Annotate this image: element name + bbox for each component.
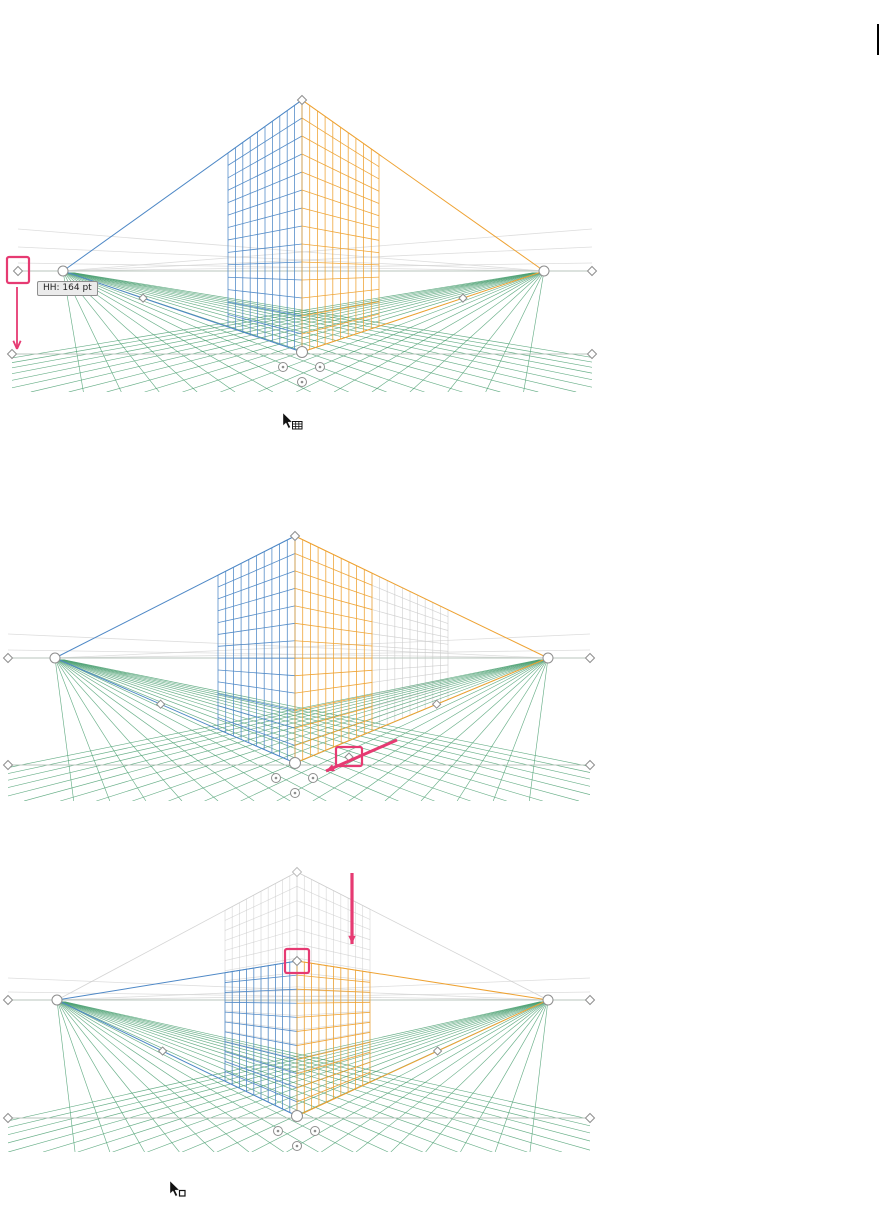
diamond-handle bbox=[138, 293, 148, 303]
round-handle bbox=[542, 994, 554, 1006]
diamond-handle bbox=[155, 699, 166, 709]
anchor-point-cursor-icon bbox=[169, 1180, 186, 1197]
round-handle bbox=[542, 652, 554, 664]
widget-dot bbox=[276, 1129, 280, 1133]
grid-widgets bbox=[2, 530, 596, 798]
ghost-grid-plane bbox=[56, 866, 549, 1117]
widget-dot bbox=[300, 380, 304, 384]
ground-plane-grid bbox=[12, 272, 592, 392]
widget-dot bbox=[318, 365, 322, 369]
figure-middle-plane-control-drag bbox=[2, 530, 596, 801]
round-handle bbox=[289, 757, 301, 769]
diamond-handle bbox=[291, 955, 303, 967]
widget-dot bbox=[311, 776, 315, 780]
construction-lines bbox=[7, 977, 591, 1001]
diamond-handle bbox=[2, 1112, 14, 1124]
right-grid-plane bbox=[296, 960, 371, 1117]
highlight-box bbox=[5, 255, 31, 285]
diamond-handle bbox=[291, 866, 303, 878]
diamond-handle bbox=[584, 994, 596, 1006]
diamond-handle bbox=[432, 1046, 443, 1056]
annotation-arrow bbox=[325, 738, 398, 773]
page-edge-line bbox=[877, 24, 879, 55]
diamond-handle bbox=[2, 652, 14, 664]
construction-lines bbox=[7, 633, 591, 659]
diamond-handle bbox=[289, 530, 301, 542]
round-handle bbox=[291, 1110, 303, 1122]
grid-badge-icon bbox=[292, 421, 303, 430]
round-handle bbox=[296, 346, 308, 358]
annotations bbox=[5, 255, 31, 350]
perspective-grid-tool-cursor-icon bbox=[282, 412, 303, 430]
annotations bbox=[325, 738, 398, 773]
left-grid-plane bbox=[217, 535, 296, 764]
left-grid-plane bbox=[227, 99, 303, 353]
widget-dot bbox=[313, 1129, 317, 1133]
left-grid-plane bbox=[224, 960, 298, 1117]
diamond-handle bbox=[458, 293, 468, 303]
diamond-handle bbox=[431, 699, 442, 709]
diamond-handle bbox=[12, 265, 24, 277]
diamond-handle bbox=[2, 759, 14, 771]
diamond-handle bbox=[584, 1112, 596, 1124]
annotation-arrow bbox=[348, 873, 356, 944]
round-handle bbox=[538, 265, 550, 277]
square-badge-icon bbox=[178, 1189, 186, 1197]
widget-dot bbox=[295, 1144, 299, 1148]
diamond-handle bbox=[586, 265, 598, 277]
annotation-arrow bbox=[12, 287, 22, 350]
grid-widgets bbox=[2, 955, 596, 1151]
tooltip-text: HH: 164 pt bbox=[43, 283, 92, 293]
diamond-handle bbox=[586, 348, 598, 360]
diamond-handle bbox=[296, 94, 308, 106]
right-grid-plane bbox=[301, 99, 380, 353]
annotations bbox=[283, 873, 356, 975]
diamond-handle bbox=[157, 1046, 168, 1056]
widget-dot bbox=[293, 791, 297, 795]
round-handle bbox=[51, 994, 63, 1006]
construction-lines bbox=[17, 228, 593, 272]
round-handle bbox=[49, 652, 61, 664]
widget-dot bbox=[281, 365, 285, 369]
measurement-tooltip: HH: 164 pt bbox=[37, 281, 98, 296]
round-handle bbox=[57, 265, 69, 277]
highlight-box bbox=[283, 947, 311, 975]
ground-plane-grid bbox=[8, 659, 590, 801]
diamond-handle bbox=[584, 652, 596, 664]
figure-top-horizon-height-drag bbox=[5, 94, 598, 430]
diamond-handle bbox=[584, 759, 596, 771]
grid-widgets bbox=[6, 94, 598, 387]
figure-bottom-extent-drag bbox=[2, 866, 596, 1197]
widget-dot bbox=[274, 776, 278, 780]
diamond-handle bbox=[6, 348, 18, 360]
right-grid-plane bbox=[294, 535, 373, 764]
diamond-handle bbox=[2, 994, 14, 1006]
